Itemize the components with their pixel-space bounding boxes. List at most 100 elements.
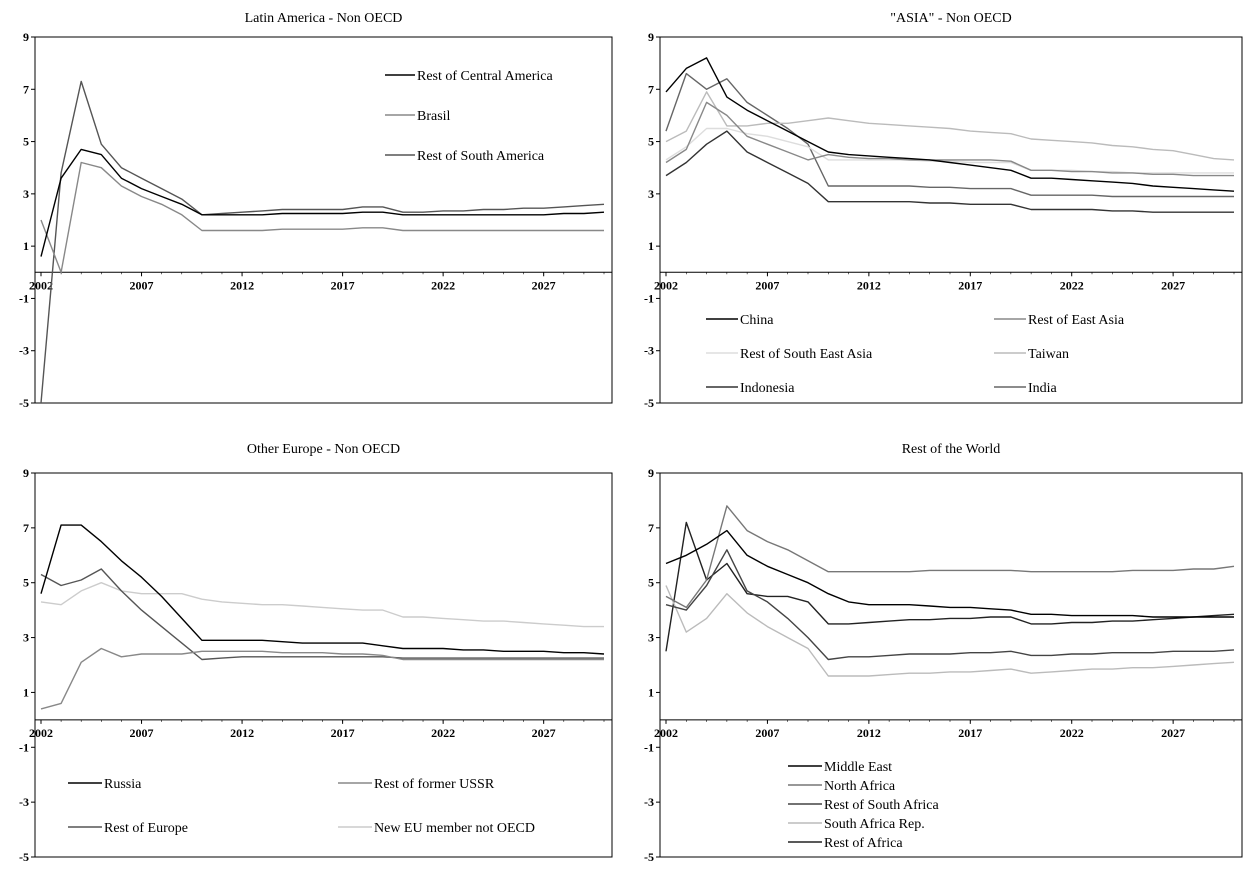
legend-label: Rest of Africa	[824, 836, 903, 851]
y-tick-label: -3	[644, 344, 654, 358]
series-line-brasil	[40, 161, 604, 273]
y-tick-label: -5	[644, 396, 654, 410]
chart-panel-1: Latin America - Non OECD 9 7 5 3 1 -1 -3 -5 2002 2…	[19, 11, 613, 410]
legend-label: Middle East	[824, 760, 892, 775]
chart-title: "ASIA" - Non OECD	[890, 11, 1011, 26]
x-tick-label: 2012	[230, 726, 254, 740]
series-line-rest-of-central-america	[40, 148, 605, 257]
y-tick-label: -1	[19, 291, 29, 305]
y-tick-label: -3	[19, 795, 29, 809]
legend-entry: North Africa	[788, 779, 896, 794]
x-tick-label: 2002	[29, 726, 53, 740]
legend-entry: Rest of Africa	[788, 836, 903, 851]
y-tick-label: 5	[648, 135, 654, 149]
y-tick-label: 7	[23, 521, 29, 535]
y-tick-label: 7	[648, 82, 654, 96]
legend-label: India	[1028, 381, 1058, 396]
legend-entry: Rest of Central America	[385, 69, 553, 84]
chart-panel-2: "ASIA" - Non OECD 9 7 5 3 1 -1 -3 -5 2002 2007 2012…	[644, 11, 1243, 410]
x-tick-label: 2022	[1060, 726, 1084, 740]
y-tick-label: -1	[644, 740, 654, 754]
legend-label: Rest of Central America	[417, 69, 553, 84]
legend-label: Rest of South America	[417, 149, 545, 164]
series-line-rest-of-south-america	[40, 80, 605, 404]
legend-entry: Rest of South America	[385, 149, 545, 164]
plot-frame	[659, 472, 1243, 858]
legend-label: Rest of former USSR	[374, 777, 495, 792]
series-line-taiwan	[665, 91, 1235, 161]
y-tick-label: 1	[23, 239, 29, 253]
legend-entry: Taiwan	[994, 347, 1069, 362]
legend-label: Russia	[104, 777, 142, 792]
x-tick-label: 2022	[431, 278, 455, 292]
x-tick-label: 2022	[431, 726, 455, 740]
legend-label: Rest of South Africa	[824, 798, 939, 813]
x-tick-label: 2007	[130, 726, 154, 740]
x-tick-label: 2007	[130, 278, 154, 292]
plot-frame	[34, 36, 613, 404]
series-line-rest-of-south-east-asia	[665, 127, 1234, 174]
x-tick-label: 2022	[1060, 278, 1084, 292]
legend-label: Brasil	[417, 109, 451, 124]
series-line-rest-of-east-asia	[665, 101, 1234, 177]
legend-entry: New EU member not OECD	[338, 821, 535, 836]
y-tick-label: 1	[648, 239, 654, 253]
legend-entry: Brasil	[385, 109, 451, 124]
x-tick-label: 2002	[654, 726, 678, 740]
y-tick-label: 5	[23, 576, 29, 590]
x-tick-label: 2027	[1161, 278, 1185, 292]
legend-entry: Russia	[68, 777, 142, 792]
legend-entry: Rest of South East Asia	[706, 347, 873, 362]
x-tick-label: 2027	[532, 278, 556, 292]
series-line-north-africa	[665, 505, 1235, 609]
x-tick-label: 2012	[857, 278, 881, 292]
legend-label: Rest of East Asia	[1028, 313, 1125, 328]
legend-entry: Middle East	[788, 760, 892, 775]
y-tick-label: 3	[23, 187, 29, 201]
legend-entry: Rest of South Africa	[788, 798, 939, 813]
y-tick-label: 5	[23, 135, 29, 149]
x-tick-label: 2012	[857, 726, 881, 740]
chart-title: Latin America - Non OECD	[245, 11, 403, 26]
legend-entry: Rest of Europe	[68, 821, 188, 836]
series-line-china	[665, 57, 1235, 192]
x-tick-label: 2012	[230, 278, 254, 292]
legend-label: North Africa	[824, 779, 896, 794]
x-tick-label: 2002	[29, 278, 53, 292]
x-tick-label: 2027	[1161, 726, 1185, 740]
legend-entry: India	[994, 381, 1058, 396]
y-tick-label: 9	[23, 466, 29, 480]
y-tick-label: 3	[648, 631, 654, 645]
plot-frame	[659, 36, 1243, 404]
legend-label: Rest of Europe	[104, 821, 188, 836]
series-line-new-eu-member-not-oecd	[40, 582, 604, 628]
x-tick-label: 2017	[331, 278, 355, 292]
y-tick-label: 9	[648, 30, 654, 44]
y-tick-label: -3	[19, 344, 29, 358]
legend-label: Rest of South East Asia	[740, 347, 873, 362]
legend-label: South Africa Rep.	[824, 817, 925, 832]
x-tick-label: 2007	[755, 278, 779, 292]
series-line-south-africa-rep-	[665, 585, 1235, 677]
series-line-rest-of-former-ussr	[40, 647, 604, 710]
x-tick-label: 2007	[755, 726, 779, 740]
x-tick-label: 2027	[532, 726, 556, 740]
y-tick-label: -5	[19, 396, 29, 410]
y-tick-label: 7	[648, 521, 654, 535]
y-tick-label: -5	[19, 850, 29, 864]
y-tick-label: -1	[644, 291, 654, 305]
y-tick-label: 3	[23, 631, 29, 645]
y-tick-label: 3	[648, 187, 654, 201]
series-line-middle-east	[665, 529, 1234, 618]
legend-label: New EU member not OECD	[374, 821, 535, 836]
legend-label: Taiwan	[1028, 347, 1069, 362]
legend-entry: Rest of East Asia	[994, 313, 1125, 328]
series-line-russia	[40, 524, 605, 655]
legend-entry: South Africa Rep.	[788, 817, 925, 832]
legend-label: China	[740, 313, 774, 328]
series-line-rest-of-south-africa	[665, 549, 1235, 661]
chart-title: Other Europe - Non OECD	[247, 442, 400, 457]
series-line-rest-of-europe	[40, 568, 604, 661]
legend-entry: Indonesia	[706, 381, 795, 396]
